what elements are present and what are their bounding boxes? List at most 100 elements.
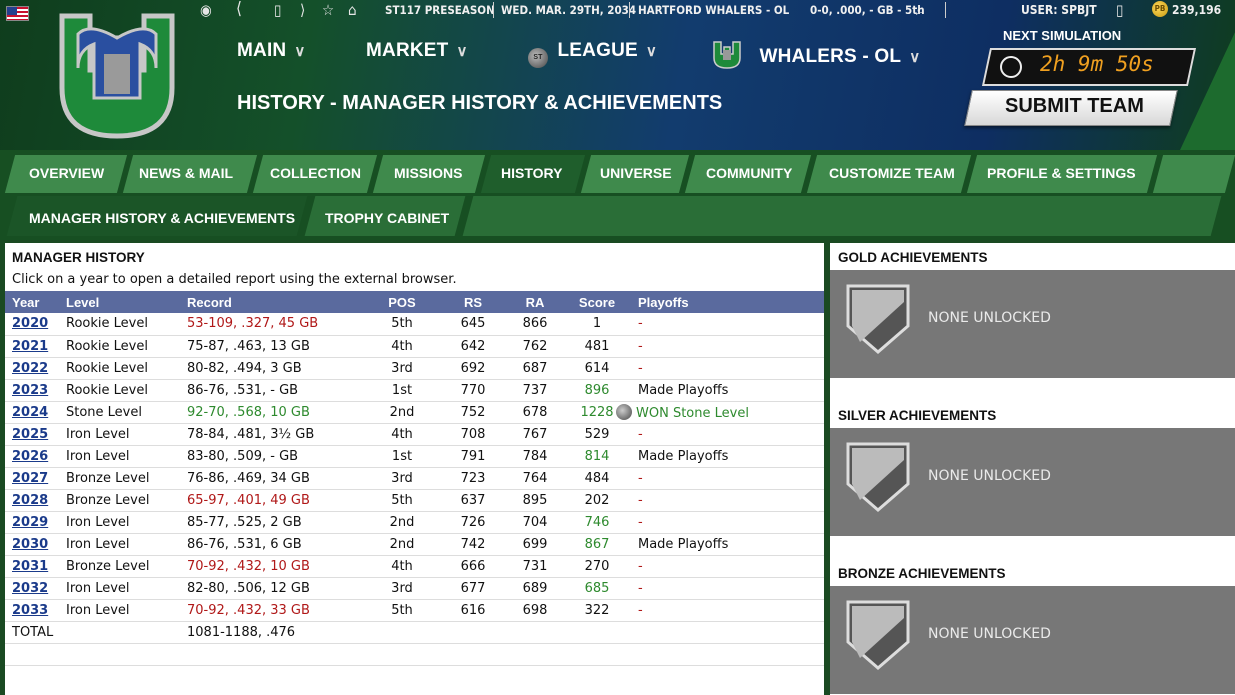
cell-level: Rookie Level xyxy=(66,313,187,336)
forward-icon[interactable]: ⟩ xyxy=(300,1,306,19)
table-row: 2032 Iron Level 82-80, .506, 12 GB 3rd 677 68… xyxy=(5,577,824,600)
score-value: 1 xyxy=(592,316,602,332)
cell-record: 70-92, .432, 10 GB xyxy=(187,555,362,578)
col-score[interactable]: Score xyxy=(578,294,616,310)
col-year[interactable]: Year xyxy=(12,294,40,310)
year-link[interactable]: 2029 xyxy=(12,514,49,530)
col-record[interactable]: Record xyxy=(187,294,232,310)
cell-pos: 5th xyxy=(362,599,442,622)
year-link[interactable]: 2031 xyxy=(12,558,49,574)
table-row: 2023 Rookie Level 86-76, .531, - GB 1st 770 7… xyxy=(5,379,824,402)
star-icon[interactable]: ☆ xyxy=(322,1,335,19)
cell-playoffs: - xyxy=(628,335,824,358)
ra-value: 704 xyxy=(522,514,548,530)
tab-community[interactable]: COMMUNITY xyxy=(706,165,793,181)
year-link[interactable]: 2022 xyxy=(12,360,49,376)
tab-missions[interactable]: MISSIONS xyxy=(394,165,463,181)
cell-year: 2025 xyxy=(5,423,66,446)
cell-ra: 784 xyxy=(504,445,566,468)
year-link[interactable]: 2026 xyxy=(12,448,49,464)
nav-market[interactable]: MARKET ∨ xyxy=(366,40,468,72)
pos-value: 1st xyxy=(391,448,413,464)
bookmark-icon[interactable]: ▯ xyxy=(274,1,282,19)
ra-value: 895 xyxy=(522,492,548,508)
cell-score: 867 xyxy=(566,533,628,556)
year-link[interactable]: 2024 xyxy=(12,404,49,420)
score-value: 322 xyxy=(584,602,610,618)
cell-pos: 2nd xyxy=(362,533,442,556)
ra-value: 866 xyxy=(522,316,548,332)
st-logo-icon[interactable]: ◉ xyxy=(200,1,212,19)
silver-achievements-title: SILVER ACHIEVEMENTS xyxy=(838,408,997,423)
cell-playoffs: WON Stone Level xyxy=(616,401,824,424)
tab-universe[interactable]: UNIVERSE xyxy=(600,165,672,181)
year-link[interactable]: 2028 xyxy=(12,492,49,508)
mail-icon[interactable]: ▯ xyxy=(1116,1,1124,19)
search-icon[interactable]: ⌕ xyxy=(916,0,925,19)
rs-value: 770 xyxy=(460,382,486,398)
nav-team[interactable]: WHALERS - OL ∨ xyxy=(712,40,920,72)
rs-value: 791 xyxy=(460,448,486,464)
col-playoffs[interactable]: Playoffs xyxy=(638,294,689,310)
year-link[interactable]: 2032 xyxy=(12,580,49,596)
cell-ra: 687 xyxy=(504,357,566,380)
total-row: TOTAL 1081-1188, .476 xyxy=(5,621,824,644)
pos-value: 3rd xyxy=(391,360,413,376)
year-link[interactable]: 2025 xyxy=(12,426,49,442)
nav-main[interactable]: MAIN ∨ xyxy=(237,40,306,72)
cell-rs: 677 xyxy=(442,577,504,600)
tab-collection[interactable]: COLLECTION xyxy=(270,165,361,181)
user-text[interactable]: USER: SPBJT xyxy=(1021,3,1097,17)
playoffs-value: Made Playoffs xyxy=(638,382,729,398)
cell-record: 86-76, .531, - GB xyxy=(187,379,362,402)
col-ra[interactable]: RA xyxy=(525,294,545,310)
score-value: 867 xyxy=(584,536,610,552)
cell-pos: 1st xyxy=(362,379,442,402)
cell-year: 2033 xyxy=(5,599,66,622)
year-link[interactable]: 2023 xyxy=(12,382,49,398)
cell-pos: 2nd xyxy=(362,511,442,534)
total-empty xyxy=(442,621,504,644)
subtab-trophy-cabinet[interactable]: TROPHY CABINET xyxy=(325,210,450,226)
rs-value: 637 xyxy=(460,492,486,508)
cell-rs: 692 xyxy=(442,357,504,380)
ra-value: 762 xyxy=(522,338,548,354)
cell-year: 2032 xyxy=(5,577,66,600)
playoffs-value: Made Playoffs xyxy=(638,448,729,464)
cell-record: 92-70, .568, 10 GB xyxy=(187,401,362,424)
cell-record: 83-80, .509, - GB xyxy=(187,445,362,468)
col-rs[interactable]: RS xyxy=(463,294,483,310)
year-link[interactable]: 2027 xyxy=(12,470,49,486)
cell-score: 322 xyxy=(566,599,628,622)
pos-value: 2nd xyxy=(389,404,415,420)
cell-score: 529 xyxy=(566,423,628,446)
year-link[interactable]: 2030 xyxy=(12,536,49,552)
rs-value: 723 xyxy=(460,470,486,486)
tab-overview[interactable]: OVERVIEW xyxy=(29,165,105,181)
year-link[interactable]: 2021 xyxy=(12,338,49,354)
col-pos[interactable]: POS xyxy=(388,294,416,310)
stopwatch-icon xyxy=(1000,56,1022,78)
table-header-row: Year Level Record POS RS RA Score Playof… xyxy=(5,291,824,313)
year-link[interactable]: 2033 xyxy=(12,602,49,618)
pos-value: 4th xyxy=(391,558,413,574)
ra-value: 699 xyxy=(522,536,548,552)
submit-team-label[interactable]: SUBMIT TEAM xyxy=(1005,95,1144,117)
us-flag-icon[interactable] xyxy=(6,6,29,21)
subtab-manager-history[interactable]: MANAGER HISTORY & ACHIEVEMENTS xyxy=(29,210,296,226)
back-icon[interactable]: ⟨ xyxy=(236,0,242,19)
rs-value: 666 xyxy=(460,558,486,574)
manager-history-title: MANAGER HISTORY xyxy=(12,250,145,265)
tab-news-mail[interactable]: NEWS & MAIL xyxy=(139,165,234,181)
tab-profile-settings[interactable]: PROFILE & SETTINGS xyxy=(987,165,1136,181)
year-link[interactable]: 2020 xyxy=(12,316,49,332)
tab-history[interactable]: HISTORY xyxy=(501,165,563,181)
table-row: 2020 Rookie Level 53-109, .327, 45 GB 5th 64… xyxy=(5,313,824,336)
cell-pos: 4th xyxy=(362,555,442,578)
nav-league[interactable]: ST LEAGUE ∨ xyxy=(528,40,657,72)
col-level[interactable]: Level xyxy=(66,294,100,310)
home-icon[interactable]: ⌂ xyxy=(348,1,357,19)
level-value: Stone Level xyxy=(66,404,142,420)
tab-customize-team[interactable]: CUSTOMIZE TEAM xyxy=(829,165,955,181)
cell-record: 76-86, .469, 34 GB xyxy=(187,467,362,490)
